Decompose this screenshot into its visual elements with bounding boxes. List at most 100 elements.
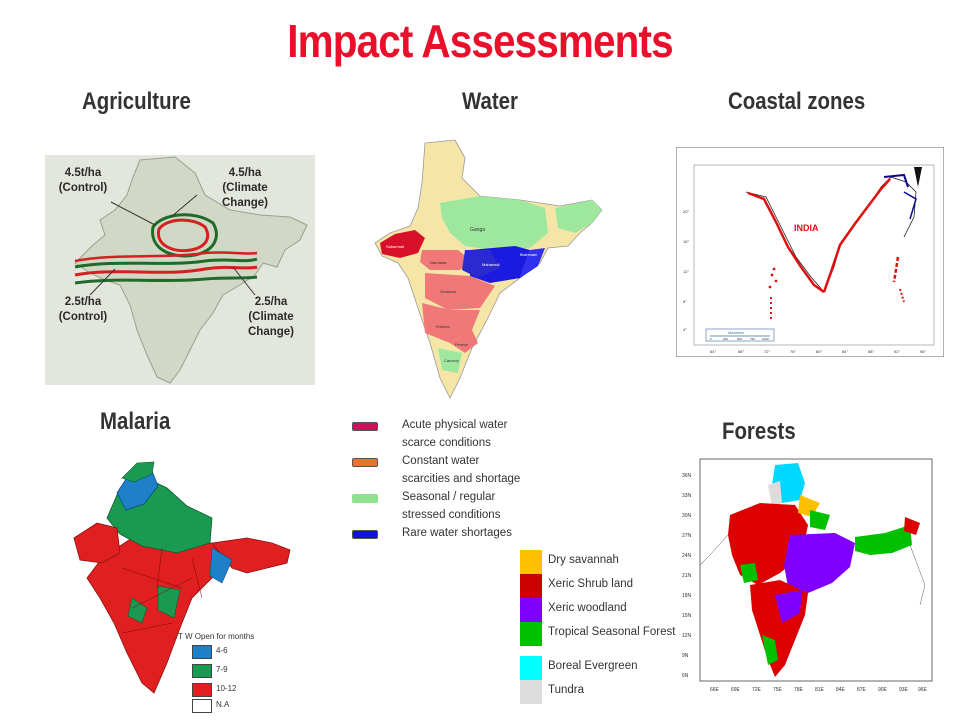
svg-text:12°: 12° <box>683 269 689 274</box>
narmada-basin <box>420 250 470 270</box>
svg-text:66E: 66E <box>710 687 720 693</box>
svg-text:21N: 21N <box>682 573 692 579</box>
svg-text:72E: 72E <box>752 687 762 693</box>
biome-tundra: Tundra <box>520 680 720 704</box>
svg-text:kilometers: kilometers <box>728 331 744 335</box>
svg-text:84E: 84E <box>836 687 846 693</box>
label-north-control: 4.5t/ha (Control) <box>58 167 108 194</box>
svg-text:87E: 87E <box>857 687 867 693</box>
svg-text:250: 250 <box>723 337 728 341</box>
svg-text:90E: 90E <box>878 687 888 693</box>
svg-text:Mahanadi: Mahanadi <box>482 262 500 267</box>
malaria-map <box>73 461 291 694</box>
svg-text:24N: 24N <box>682 553 692 559</box>
svg-text:18N: 18N <box>682 593 692 599</box>
ganga-basin <box>440 196 548 250</box>
swatch-constant <box>352 458 378 467</box>
climate-belt <box>74 265 258 277</box>
malaria-rajasthan-red <box>73 522 121 564</box>
svg-text:84°: 84° <box>842 349 848 354</box>
swatch-dry-savannah <box>520 550 542 574</box>
swatch-rare <box>352 530 378 539</box>
godavari-upper <box>462 250 500 278</box>
label-south-climate: 2.5/ha (Climate Change) <box>248 296 294 338</box>
svg-text:16°: 16° <box>683 239 689 244</box>
water-heading: Water <box>462 88 518 115</box>
control-zone-north <box>151 213 218 258</box>
biome-boreal-evergreen: Boreal Evergreen <box>520 656 720 680</box>
svg-text:27N: 27N <box>682 533 692 539</box>
biome-xeric-shrub: Xeric Shrub land <box>520 574 720 598</box>
svg-text:80°: 80° <box>816 349 822 354</box>
legend-seasonal: Seasonal / regular stressed conditions <box>352 488 530 524</box>
agriculture-heading: Agriculture <box>82 88 191 115</box>
svg-text:96E: 96E <box>918 687 928 693</box>
svg-text:88°: 88° <box>868 349 874 354</box>
brahmaputra-basin <box>555 200 602 233</box>
forests-map: 36N 33N 30N 27N 24N 21N 18N 15N 12N 9N 6… <box>682 458 933 693</box>
swatch-tropical-seasonal <box>520 622 542 646</box>
climate-zone-north <box>156 218 210 253</box>
svg-text:36N: 36N <box>682 473 692 479</box>
cauvery-basin <box>438 348 462 373</box>
svg-text:15N: 15N <box>682 613 692 619</box>
red-coast-east <box>822 178 891 293</box>
biome-green-southwest <box>762 635 778 665</box>
swatch-na <box>192 699 212 713</box>
svg-text:Brahmani: Brahmani <box>520 252 537 257</box>
sabarmati-basin <box>380 230 425 258</box>
swatch-boreal-evergreen <box>520 656 542 680</box>
swatch-4-6 <box>192 645 212 659</box>
svg-text:1000: 1000 <box>762 337 769 341</box>
svg-text:12N: 12N <box>682 633 692 639</box>
swatch-seasonal <box>352 494 378 503</box>
swatch-xeric-woodland <box>520 598 542 622</box>
svg-text:4°: 4° <box>683 327 687 332</box>
swatch-xeric-shrub <box>520 574 542 598</box>
svg-text:81E: 81E <box>815 687 825 693</box>
svg-text:500: 500 <box>737 337 742 341</box>
swatch-7-9 <box>192 664 212 678</box>
malaria-legend-title: T W Open for months <box>178 632 255 641</box>
svg-text:92°: 92° <box>894 349 900 354</box>
svg-text:750: 750 <box>750 337 755 341</box>
biome-xeric-woodland: Xeric woodland <box>520 598 720 622</box>
svg-text:30N: 30N <box>682 513 692 519</box>
svg-text:69E: 69E <box>731 687 741 693</box>
brahmani-basin <box>520 248 545 278</box>
biome-dry-savannah: Dry savannah <box>520 550 720 574</box>
control-belt <box>74 257 258 269</box>
label-north-climate: 4.5/ha (Climate Change) <box>222 167 268 209</box>
coastal-map: INDIA 20° 16° 12° 8° 4° 64° 68° 72° 76° … <box>676 147 944 357</box>
svg-text:0: 0 <box>710 337 712 341</box>
biome-purple-south <box>775 590 802 623</box>
svg-text:96°: 96° <box>920 349 926 354</box>
svg-text:93E: 93E <box>899 687 909 693</box>
svg-text:20°: 20° <box>683 209 689 214</box>
legend-constant: Constant water scarcities and shortage <box>352 452 530 488</box>
svg-text:78E: 78E <box>794 687 804 693</box>
water-legend: Acute physical water scarce conditions C… <box>352 416 530 542</box>
svg-text:75E: 75E <box>773 687 783 693</box>
svg-text:Sabarmati: Sabarmati <box>386 244 404 249</box>
biome-green-northeast <box>855 525 912 555</box>
agriculture-map <box>45 155 315 385</box>
svg-text:Krishna: Krishna <box>436 324 450 329</box>
coastal-heading: Coastal zones <box>728 88 866 115</box>
svg-text:Pennar: Pennar <box>455 342 469 347</box>
svg-text:Cauvery: Cauvery <box>444 358 459 363</box>
biome-tundra-north <box>768 481 782 507</box>
forests-heading: Forests <box>722 418 796 445</box>
swatch-tundra <box>520 680 542 704</box>
svg-text:Ganga: Ganga <box>470 227 485 233</box>
svg-text:9N: 9N <box>682 653 689 659</box>
pennar-basin <box>450 330 478 353</box>
svg-text:68°: 68° <box>738 349 744 354</box>
krishna-basin <box>422 303 480 343</box>
swatch-acute <box>352 422 378 431</box>
svg-text:33N: 33N <box>682 493 692 499</box>
swatch-10-12 <box>192 683 212 697</box>
biome-purple-central <box>784 533 855 593</box>
svg-text:6N: 6N <box>682 673 689 679</box>
svg-text:Godavari: Godavari <box>440 289 456 294</box>
